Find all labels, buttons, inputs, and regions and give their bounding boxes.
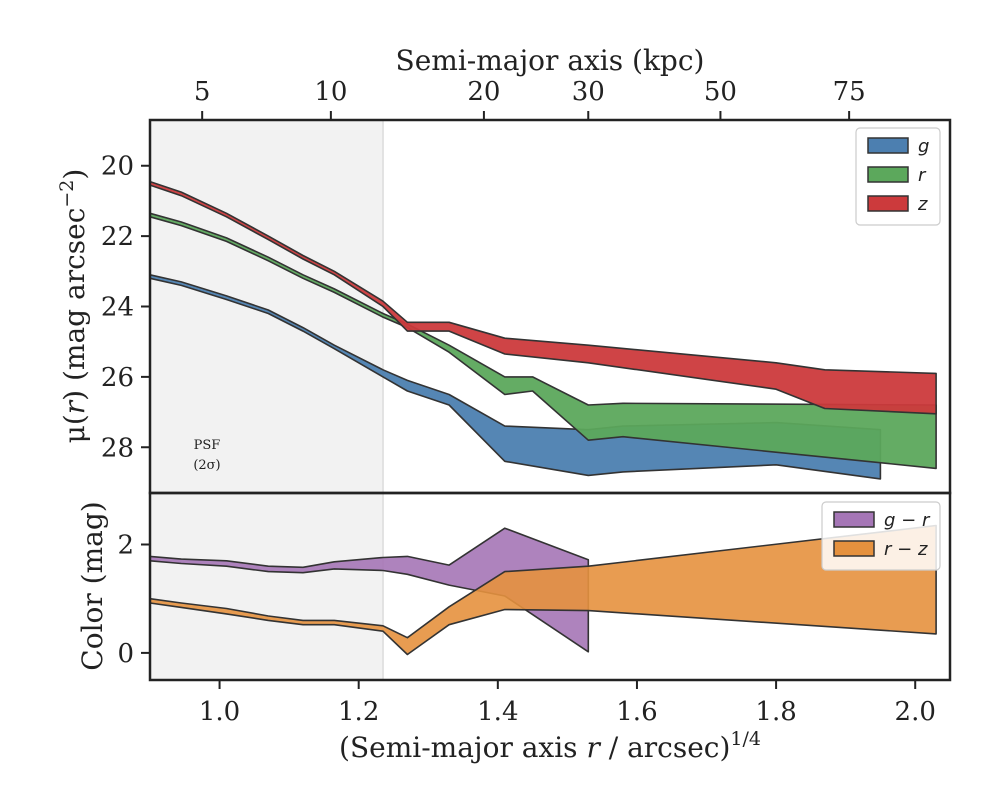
top-xtick-label-10: 10 xyxy=(314,77,347,107)
bottom-panel-frame xyxy=(148,491,952,682)
xtick-label-1.0: 1.0 xyxy=(199,697,240,727)
psf-annotation-line1: PSF xyxy=(194,438,221,453)
top-xtick-label-20: 20 xyxy=(467,77,500,107)
top-legend-label-z: z xyxy=(917,194,928,215)
bottom-legend-swatch-g-r xyxy=(833,511,875,528)
top-legend-swatch-g xyxy=(867,137,909,154)
xtick-label-1.8: 1.8 xyxy=(755,697,796,727)
top-xtick-label-75: 75 xyxy=(833,77,866,107)
top-legend-swatch-r xyxy=(867,166,909,183)
color-series-g-r-band xyxy=(149,527,590,653)
top-yaxis-label: μ(r) (mag arcsec−2) xyxy=(56,169,91,444)
bottom-legend-label-g-r: g − r xyxy=(884,510,931,531)
top-xtick-label-50: 50 xyxy=(704,77,737,107)
xtick-label-1.4: 1.4 xyxy=(477,697,518,727)
top-legend-label-r: r xyxy=(918,165,927,186)
xtick-label-2.0: 2.0 xyxy=(895,697,936,727)
series-r-band xyxy=(149,212,937,470)
psf-annotation-line2: (2σ) xyxy=(193,458,220,473)
bottom-ytick-label-2: 2 xyxy=(117,530,134,560)
ytick-label-20: 20 xyxy=(101,152,134,182)
bottom-ytick-label-0: 0 xyxy=(117,639,134,669)
color-series-r-z-band xyxy=(149,524,937,656)
bottom-legend-swatch-r-z xyxy=(833,540,875,557)
xtick-label-1.2: 1.2 xyxy=(338,697,379,727)
ytick-label-28: 28 xyxy=(101,433,134,463)
ytick-label-22: 22 xyxy=(101,222,134,252)
top-xtick-label-5: 5 xyxy=(194,77,211,107)
ytick-label-26: 26 xyxy=(101,363,134,393)
bottom-xaxis-label: (Semi-major axis r / arcsec)1/4 xyxy=(339,728,761,764)
top-xtick-label-30: 30 xyxy=(572,77,605,107)
psf-shaded-region xyxy=(150,120,384,680)
bottom-yaxis-label: Color (mag) xyxy=(76,501,109,670)
bottom-legend-label-r-z: r − z xyxy=(884,539,928,560)
xtick-label-1.6: 1.6 xyxy=(616,697,657,727)
top-legend-label-g: g xyxy=(918,136,929,157)
top-legend-swatch-z xyxy=(867,195,909,212)
top-xaxis-label: Semi-major axis (kpc) xyxy=(396,44,705,77)
ytick-label-24: 24 xyxy=(101,293,134,323)
series-z-band xyxy=(149,180,937,415)
